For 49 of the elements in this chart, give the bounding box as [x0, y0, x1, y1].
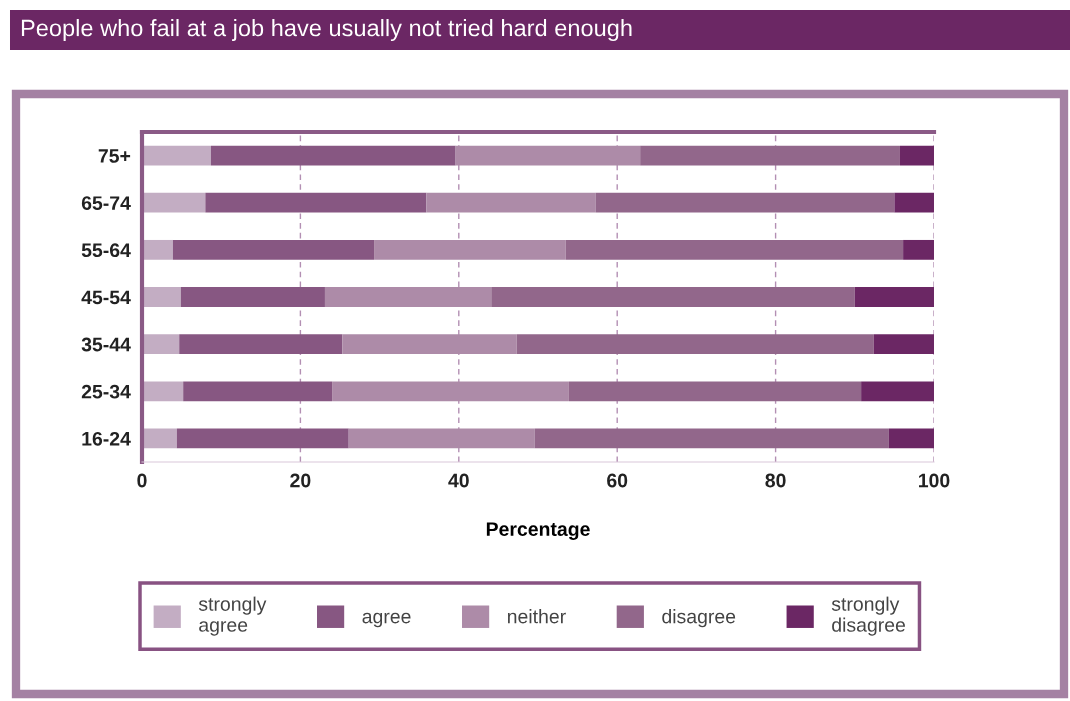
- bar: [142, 428, 177, 449]
- x-tick-label: 80: [765, 473, 786, 488]
- y-tick-label: 55-64: [81, 243, 131, 258]
- bar: [179, 334, 343, 355]
- x-tick-label: 0: [137, 473, 147, 488]
- legend-label: agree: [362, 612, 411, 628]
- bar: [142, 239, 173, 260]
- y-tick-label: 16-24: [82, 431, 131, 446]
- y-tick-label: 35-44: [81, 337, 131, 352]
- bar: [142, 145, 211, 166]
- y-tick-label: 45-54: [81, 290, 131, 305]
- bar: [205, 192, 427, 213]
- bar: [176, 428, 349, 449]
- y-tick-label: 25-34: [81, 384, 131, 399]
- bar: [172, 239, 375, 260]
- bar: [894, 192, 934, 213]
- bar: [183, 381, 333, 402]
- legend-label: strongly agree: [198, 596, 267, 636]
- chart-title: People who fail at a job have usually not tried hard enough: [21, 19, 632, 42]
- y-tick-label: 65-74: [81, 196, 131, 210]
- bar: [854, 287, 934, 307]
- legend-label: neither: [507, 609, 566, 624]
- bar: [888, 428, 934, 449]
- bar: [516, 334, 874, 355]
- legend-label: strongly disagree: [831, 596, 905, 636]
- bar: [491, 287, 855, 307]
- bar: [210, 145, 456, 166]
- bar: [903, 239, 934, 260]
- y-tick-label: 75+: [98, 149, 131, 163]
- bar: [568, 381, 862, 402]
- bar: [899, 145, 934, 166]
- x-tick-label: 60: [607, 473, 628, 488]
- x-tick-label: 100: [919, 473, 950, 488]
- legend-label: disagree: [662, 609, 736, 628]
- x-tick-label: 40: [448, 473, 469, 488]
- x-tick-label: 20: [290, 473, 311, 488]
- bar: [142, 381, 184, 402]
- bar: [565, 239, 904, 260]
- x-axis-title: Percentage: [486, 522, 590, 540]
- bar: [534, 428, 889, 449]
- bar: [374, 239, 566, 260]
- bar: [142, 192, 206, 213]
- bar: [180, 287, 325, 307]
- bar: [873, 334, 934, 355]
- bar: [861, 381, 934, 402]
- bar: [142, 334, 180, 355]
- bar: [595, 192, 895, 213]
- bar: [640, 145, 900, 166]
- bar: [142, 287, 181, 307]
